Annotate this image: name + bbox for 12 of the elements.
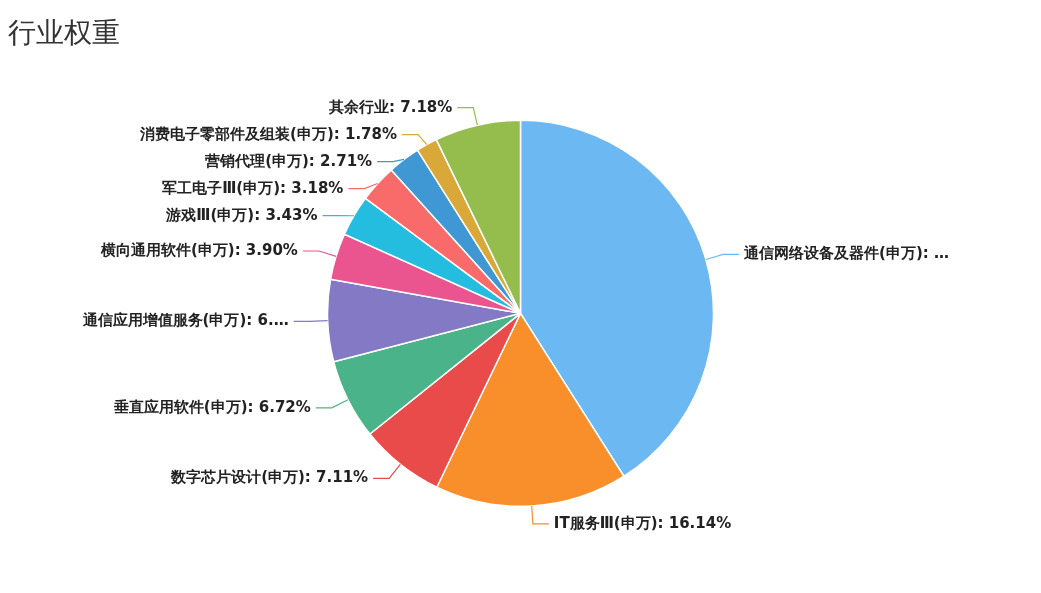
slice-label: 横向通用软件(申万): 3.90%: [99, 240, 298, 259]
slice-label: 其余行业: 7.18%: [328, 97, 453, 116]
slice-label: 通信网络设备及器件(申万): …: [743, 244, 950, 263]
slice-label: 游戏Ⅲ(申万): 3.43%: [165, 205, 318, 224]
slice-label: IT服务Ⅲ(申万): 16.14%: [553, 513, 732, 532]
slice-label: 垂直应用软件(申万): 6.72%: [112, 397, 311, 416]
chart-title: 行业权重: [8, 16, 120, 50]
slice-label: 消费电子零部件及组装(申万): 1.78%: [139, 124, 398, 143]
slice-label: 数字芯片设计(申万): 7.11%: [170, 468, 369, 487]
slice-label: 军工电子Ⅲ(申万): 3.18%: [162, 178, 344, 197]
slice-label: 营销代理(申万): 2.71%: [204, 151, 373, 170]
slice-label: 通信应用增值服务(申万): 6.…: [81, 311, 289, 330]
